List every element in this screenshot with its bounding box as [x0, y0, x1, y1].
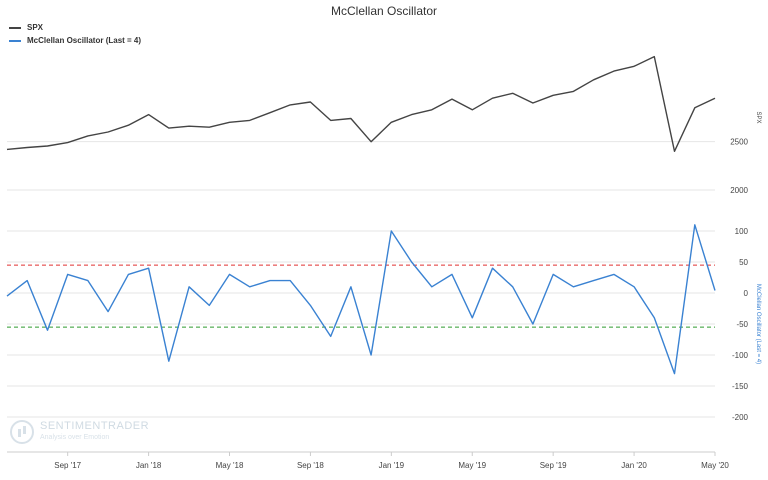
x-tick-6: Sep '19: [540, 461, 567, 470]
series-line-spx[interactable]: [6, 55, 716, 153]
watermark-brand: SENTIMENTRADER: [40, 420, 150, 432]
x-tick-1: Jan '18: [136, 461, 162, 470]
legend-label-oscillator: McClellan Oscillator (Last = 4): [27, 36, 142, 45]
legend-label-spx: SPX: [27, 23, 44, 32]
y-tick-oscillator-4: -100: [732, 351, 749, 360]
x-tick-4: Jan '19: [379, 461, 405, 470]
reference-lines: [7, 264, 715, 328]
x-tick-2: May '18: [216, 461, 244, 470]
x-tick-7: Jan '20: [621, 461, 647, 470]
axes: 2500 2000 SPX 100 50 0 -50 -100 -150 -200 McClella…: [7, 111, 761, 470]
y-tick-oscillator-3: -50: [736, 320, 748, 329]
legend-item-oscillator[interactable]: McClellan Oscillator (Last = 4): [9, 34, 141, 47]
grid-lines: [7, 141, 715, 418]
magnifier-chart-icon: [10, 420, 34, 444]
series-lines: [6, 55, 716, 375]
chart-title: McClellan Oscillator: [330, 4, 438, 18]
y-tick-spx-1: 2000: [730, 186, 748, 195]
legend-item-spx[interactable]: SPX: [9, 21, 141, 34]
x-tick-8: May '20: [701, 461, 729, 470]
legend-swatch-oscillator: [9, 39, 21, 42]
watermark-tagline: Analysis over Emotion: [40, 434, 110, 441]
series-line-oscillator[interactable]: [6, 224, 716, 375]
x-tick-0: Sep '17: [54, 461, 81, 470]
legend-swatch-spx: [9, 26, 21, 29]
y-tick-oscillator-6: -200: [732, 413, 749, 422]
x-tick-5: May '19: [458, 461, 486, 470]
y-tick-oscillator-5: -150: [732, 382, 749, 391]
y-tick-spx-0: 2500: [730, 138, 748, 147]
y-tick-oscillator-2: 0: [744, 289, 749, 298]
watermark: SENTIMENTRADER Analysis over Emotion: [10, 420, 149, 444]
y-axis-title-oscillator: McClellan Oscillator (Last = 4): [755, 284, 761, 364]
y-tick-oscillator-0: 100: [735, 227, 749, 236]
y-axis-title-spx: SPX: [755, 111, 761, 123]
x-tick-3: Sep '18: [297, 461, 324, 470]
chart-legend: SPX McClellan Oscillator (Last = 4): [9, 21, 141, 47]
y-tick-oscillator-1: 50: [739, 258, 748, 267]
